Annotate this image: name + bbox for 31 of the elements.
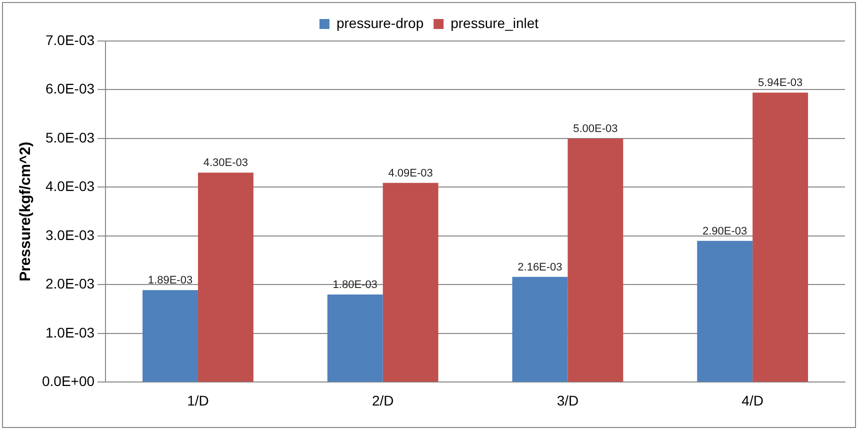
legend-label: pressure_inlet xyxy=(450,14,539,31)
data-label: 5.94E-03 xyxy=(758,77,803,90)
bar xyxy=(142,290,198,382)
y-tick-label: 0.0E+00 xyxy=(42,373,95,390)
data-label: 1.80E-03 xyxy=(332,278,378,291)
y-tick-label: 1.0E-03 xyxy=(46,324,95,340)
x-tick-label: 3/D xyxy=(556,392,579,408)
y-tick-label: 5.0E-03 xyxy=(46,129,95,146)
bar xyxy=(697,240,753,382)
bar xyxy=(327,294,383,382)
x-tick-label: 2/D xyxy=(372,392,394,408)
data-label: 2.90E-03 xyxy=(702,225,748,238)
y-tick-label: 3.0E-03 xyxy=(46,226,95,243)
y-axis-title: Pressure(kgf/cm^2) xyxy=(17,142,34,282)
bar xyxy=(382,182,438,382)
y-tick-label: 4.0E-03 xyxy=(46,178,95,194)
y-tick-label: 6.0E-03 xyxy=(46,80,95,97)
bar xyxy=(198,172,254,382)
bar xyxy=(512,276,568,382)
y-tick-label: 7.0E-03 xyxy=(46,32,95,48)
data-label: 4.30E-03 xyxy=(203,157,248,170)
data-label: 4.09E-03 xyxy=(388,167,433,180)
x-tick-label: 4/D xyxy=(742,392,764,408)
legend-label: pressure-drop xyxy=(336,14,424,31)
data-label: 5.00E-03 xyxy=(573,123,618,136)
x-tick-label: 1/D xyxy=(187,392,209,408)
data-label: 2.16E-03 xyxy=(518,261,562,274)
bar xyxy=(568,138,624,382)
data-label: 1.89E-03 xyxy=(148,274,193,287)
bar xyxy=(752,92,808,382)
y-tick-label: 2.0E-03 xyxy=(46,276,95,292)
